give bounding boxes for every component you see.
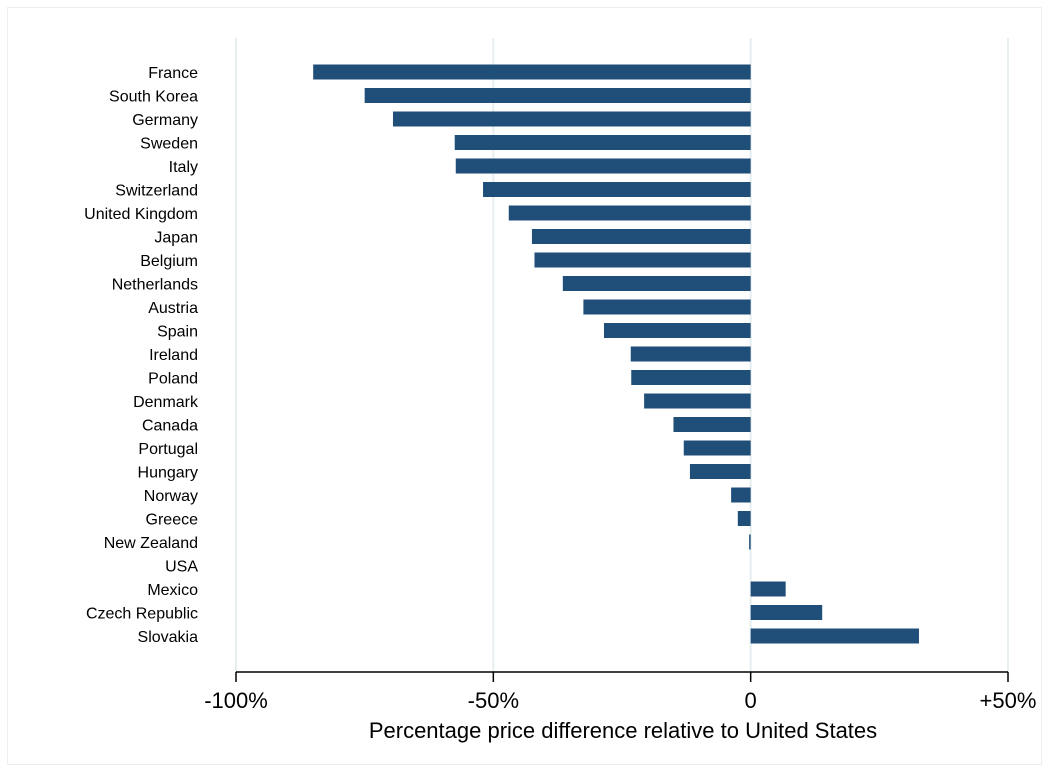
category-label-france: France	[148, 65, 198, 82]
category-label-ireland: Ireland	[149, 347, 198, 364]
category-label-netherlands: Netherlands	[112, 277, 198, 294]
category-label-switzerland: Switzerland	[115, 183, 198, 200]
bar-portugal	[683, 440, 751, 456]
bar-hungary	[689, 464, 751, 479]
x-tick-label: -100%	[204, 688, 268, 713]
x-axis-title: Percentage price difference relative to …	[369, 718, 877, 743]
bar-canada	[673, 417, 751, 432]
category-label-belgium: Belgium	[140, 253, 198, 270]
category-label-portugal: Portugal	[138, 441, 198, 458]
category-label-italy: Italy	[169, 159, 198, 176]
bar-mexico	[750, 581, 786, 597]
category-label-sweden: Sweden	[140, 136, 198, 153]
category-label-united-kingdom: United Kingdom	[84, 206, 198, 223]
bar-france	[313, 64, 751, 80]
category-label-new-zealand: New Zealand	[104, 535, 198, 552]
category-label-slovakia: Slovakia	[138, 629, 199, 646]
category-label-denmark: Denmark	[133, 394, 199, 411]
category-label-austria: Austria	[148, 300, 198, 317]
bar-switzerland	[483, 182, 751, 197]
category-labels: France South Korea Germany Sweden Italy Switz…	[84, 65, 199, 646]
bars	[313, 64, 919, 644]
bar-sweden	[454, 135, 751, 150]
bar-japan	[531, 229, 751, 244]
category-label-south-korea: South Korea	[109, 89, 198, 106]
category-label-mexico: Mexico	[147, 582, 198, 599]
bar-spain	[603, 323, 751, 338]
category-label-norway: Norway	[144, 488, 198, 505]
bar-czech-republic	[750, 605, 823, 620]
category-label-greece: Greece	[146, 512, 199, 529]
bar-germany	[392, 111, 751, 127]
bar-new-zealand	[749, 534, 751, 550]
category-label-japan: Japan	[154, 230, 198, 247]
category-label-germany: Germany	[132, 112, 198, 129]
bar-south-korea	[364, 88, 751, 103]
bar-denmark	[644, 393, 751, 409]
category-label-usa: USA	[165, 559, 198, 576]
x-tick-label: 0	[745, 688, 757, 713]
bar-italy	[455, 158, 751, 174]
bar-norway	[731, 487, 751, 503]
x-tick-label: +50%	[980, 688, 1037, 713]
category-label-hungary: Hungary	[138, 465, 198, 482]
category-label-czech-republic: Czech Republic	[86, 606, 198, 623]
category-label-spain: Spain	[157, 324, 198, 341]
bar-poland	[631, 370, 751, 385]
category-label-canada: Canada	[142, 418, 198, 435]
bar-belgium	[534, 252, 751, 268]
bar-austria	[583, 299, 751, 315]
x-tick-label: -50%	[468, 688, 519, 713]
category-label-poland: Poland	[148, 371, 198, 388]
gridlines	[235, 38, 1009, 672]
bar-greece	[737, 511, 751, 526]
bar-netherlands	[562, 276, 751, 291]
bar-slovakia	[750, 628, 919, 644]
bar-united-kingdom	[508, 205, 751, 221]
bar-ireland	[630, 346, 751, 362]
x-axis: -100% -50% 0 +50%	[204, 671, 1037, 713]
